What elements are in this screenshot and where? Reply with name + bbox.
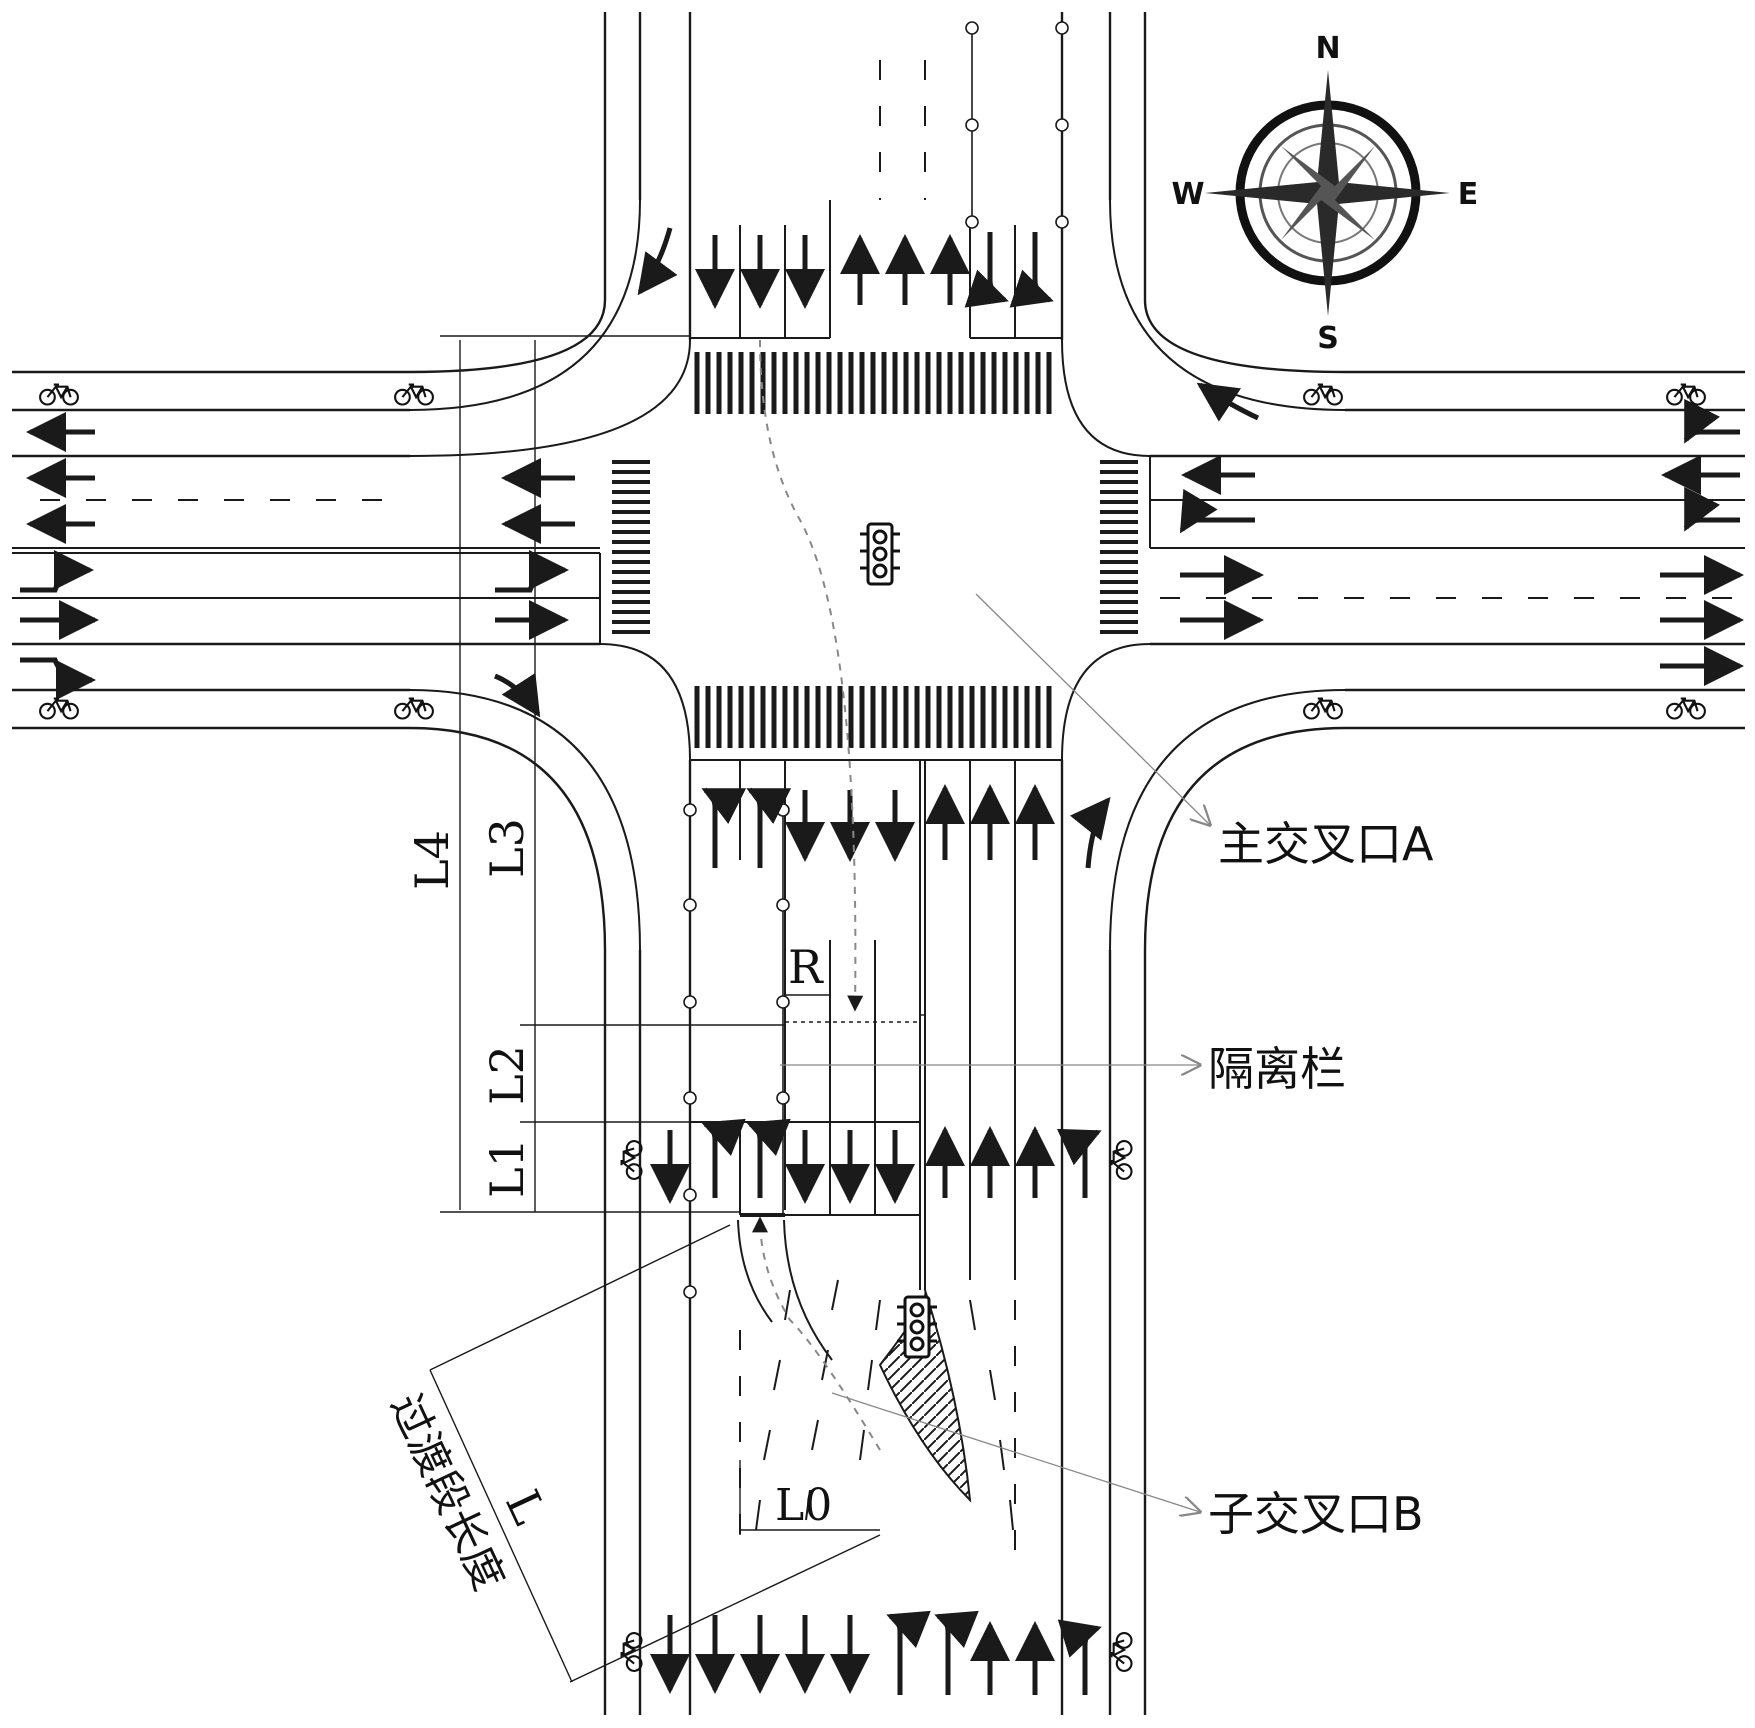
bicycle-icon: [1666, 697, 1706, 720]
dim-L: L: [495, 1482, 557, 1533]
compass-south: S: [1317, 321, 1339, 356]
transition-length-label: 过渡段长度: [381, 1387, 514, 1598]
bicycle-icon: [620, 1140, 643, 1180]
bicycle-icon: [1110, 1632, 1133, 1672]
sub-intersection-label: 子交叉口B: [1208, 1487, 1424, 1541]
dim-L3: L3: [480, 818, 534, 878]
main-intersection-label: 主交叉口A: [1218, 817, 1434, 871]
road-edges: [12, 12, 1745, 1715]
lane-arrows: [20, 227, 1744, 1695]
dim-L4: L4: [405, 830, 459, 890]
traffic-light-icon: [858, 522, 902, 586]
dim-L1: L1: [480, 1138, 534, 1198]
bicycle-icon: [394, 383, 434, 406]
lane-lines: [12, 200, 1745, 1361]
bicycle-icon: [394, 697, 434, 720]
barrier-label: 隔离栏: [1208, 1042, 1346, 1096]
dimension-lines: [429, 335, 925, 1683]
dim-L4-label: L4: [405, 830, 459, 890]
crosswalks: [612, 352, 1138, 748]
bicycle-icon: [1110, 1140, 1133, 1180]
callout-leaders: [780, 593, 1210, 1512]
bicycle-icon: [39, 383, 79, 406]
bicycle-icon: [39, 697, 79, 720]
transition-dashes: [755, 1279, 1014, 1531]
compass-west: W: [1171, 177, 1204, 212]
barrier-posts: [683, 21, 1069, 1299]
dim-L2: L2: [480, 1045, 534, 1105]
bicycle-icon: [1303, 383, 1343, 406]
dim-L2-label: L2: [480, 1045, 534, 1105]
transition-length-text: 过渡段长度: [381, 1387, 514, 1598]
dim-R: R: [788, 940, 824, 994]
bicycle-icon: [620, 1632, 643, 1672]
dim-L1-label: L1: [480, 1138, 534, 1198]
bicycle-icon: [1666, 383, 1706, 406]
dim-L0: L0: [775, 1480, 832, 1531]
dashed-lane-lines: [40, 60, 1740, 1560]
bicycle-icon: [1303, 697, 1343, 720]
compass-north: N: [1315, 31, 1340, 66]
compass-east: E: [1458, 177, 1479, 212]
dim-L3-label: L3: [480, 818, 534, 878]
dim-L-label: L: [495, 1482, 557, 1533]
compass-rose-icon: N S E W: [1171, 31, 1478, 356]
vehicle-paths: [752, 339, 881, 1451]
